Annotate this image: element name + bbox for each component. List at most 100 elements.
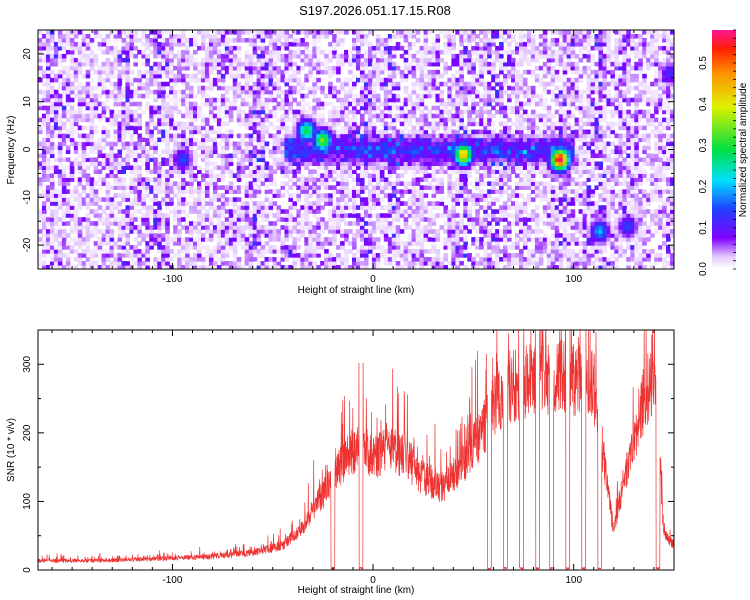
heatmap-cell [475,129,480,135]
heatmap-cell [383,41,389,47]
heatmap-cell [359,85,365,91]
heatmap-cell [153,105,158,111]
heatmap-cell [356,57,361,63]
heatmap-cell [133,189,138,194]
heatmap-cell [240,109,246,115]
heatmap-cell [169,209,174,214]
heatmap-cell [157,261,162,266]
heatmap-cell [300,133,305,139]
heatmap-cell [471,237,476,242]
heatmap-cell [101,265,107,269]
heatmap-cell [395,30,401,35]
heatmap-cell [260,49,266,55]
heatmap-cell [65,117,71,123]
heatmap-cell [153,65,158,71]
heatmap-cell [161,257,166,262]
heatmap-cell [471,165,476,171]
heatmap-cell [105,57,111,63]
heatmap-cell [125,41,131,47]
heatmap-cell [89,209,95,214]
heatmap-cell [292,149,297,155]
heatmap-cell [379,133,385,139]
heatmap-cell [371,173,377,178]
heatmap-cell [260,93,266,99]
heatmap-cell [375,197,381,202]
heatmap-cell [224,109,230,115]
heatmap-cell [137,189,142,194]
heatmap-cell [463,85,468,91]
heatmap-cell [371,257,377,262]
heatmap-cell [145,213,150,218]
heatmap-cell [375,201,381,206]
heatmap-cell [204,30,210,35]
heatmap-cell [157,237,162,242]
heatmap-cell [49,241,55,246]
heatmap-cell [65,85,71,91]
heatmap-cell [189,169,194,174]
heatmap-cell [395,113,401,119]
heatmap-cell [356,65,361,71]
heatmap-cell [85,61,91,67]
heatmap-cell [81,253,87,258]
heatmap-cell [252,89,258,95]
heatmap-cell [336,97,341,103]
heatmap-cell [435,213,441,218]
heatmap-cell [105,213,111,218]
heatmap-cell [145,181,150,186]
heatmap-cell [443,65,449,71]
heatmap-cell [185,253,190,258]
heatmap-cell [125,249,131,254]
heatmap-cell [248,249,254,254]
heatmap-cell [216,57,222,63]
heatmap-cell [439,169,445,174]
heatmap-cell [479,257,484,262]
heatmap-cell [141,33,146,39]
heatmap-cell [240,101,246,107]
heatmap-cell [109,233,115,238]
heatmap-cell [228,65,234,71]
heatmap-cell [336,165,341,171]
heatmap-cell [284,209,290,214]
heatmap-cell [352,97,357,103]
heatmap-cell [348,109,353,115]
heatmap-cell [455,189,460,194]
heatmap-cell [375,45,381,51]
heatmap-cell [228,241,234,246]
heatmap-cell [308,173,313,178]
heatmap-cell [387,153,393,159]
heatmap-cell [308,193,313,198]
heatmap-cell [296,77,301,83]
heatmap-cell [105,161,111,167]
heatmap-cell [292,133,297,139]
heatmap-cell [479,41,484,47]
heatmap-cell [272,53,278,59]
heatmap-cell [367,249,373,254]
heatmap-cell [153,201,158,206]
heatmap-cell [344,177,349,182]
heatmap-cell [212,189,218,194]
heatmap-cell [443,41,449,47]
heatmap-cell [487,157,492,163]
heatmap-cell [121,117,127,123]
heatmap-cell [105,65,111,71]
heatmap-cell [272,201,278,206]
heatmap-cell [483,57,488,63]
heatmap-cell [69,209,75,214]
heatmap-cell [81,197,87,202]
heatmap-cell [133,177,138,182]
heatmap-cell [224,197,230,202]
heatmap-cell [41,169,47,174]
heatmap-cell [45,149,51,155]
heatmap-cell [85,249,91,254]
heatmap-cell [363,249,369,254]
heatmap-cell [387,137,393,143]
heatmap-cell [145,81,150,87]
heatmap-cell [145,141,150,147]
heatmap-cell [423,157,429,163]
heatmap-cell [45,165,51,171]
heatmap-cell [153,189,158,194]
heatmap-cell [240,97,246,103]
heatmap-cell [165,101,170,107]
heatmap-cell [61,57,67,63]
heatmap-cell [300,177,305,182]
